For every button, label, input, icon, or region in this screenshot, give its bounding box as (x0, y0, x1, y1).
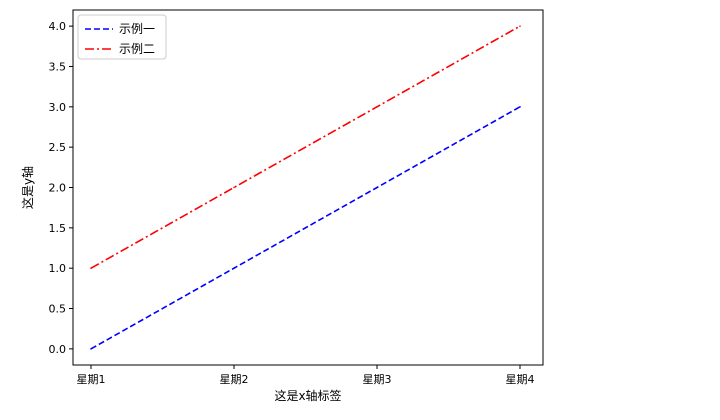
x-tick-label: 星期4 (506, 373, 535, 386)
x-axis-label: 这是x轴标签 (274, 388, 341, 403)
y-tick-label: 0.0 (49, 343, 67, 356)
data-point (233, 186, 235, 189)
y-tick-label: 2.0 (49, 182, 67, 195)
series-layer (90, 25, 521, 350)
y-tick-label: 1.5 (49, 222, 67, 235)
y-tick-label: 1.0 (49, 262, 67, 275)
y-tick-label: 4.0 (49, 20, 67, 33)
x-tick-label: 星期3 (363, 373, 392, 386)
plot-frame (72, 9, 544, 366)
y-tick-label: 3.5 (49, 60, 67, 73)
legend-label: 示例二 (119, 42, 155, 56)
data-point (90, 267, 92, 269)
legend-box (77, 14, 167, 60)
x-tick-label: 星期2 (220, 373, 249, 386)
data-point (90, 348, 92, 350)
data-point (376, 186, 378, 189)
y-tick-label: 3.0 (49, 101, 67, 114)
y-tick-label: 0.5 (49, 303, 67, 316)
y-tick-label: 2.5 (49, 141, 67, 154)
series-line-2 (90, 25, 521, 269)
data-point (519, 25, 521, 27)
data-point (233, 267, 235, 269)
y-axis-ticks: 0.0 0.5 1.0 1.5 2.0 2.5 3.0 3.5 4.0 (49, 20, 73, 356)
series-line-1 (90, 106, 521, 350)
data-point (376, 106, 378, 108)
x-axis-ticks: 星期1 星期2 星期3 星期4 (77, 365, 535, 386)
y-axis-label: 这是y轴 (20, 166, 35, 209)
legend-label: 示例一 (119, 22, 155, 36)
data-point (519, 106, 521, 108)
x-tick-label: 星期1 (77, 373, 106, 386)
